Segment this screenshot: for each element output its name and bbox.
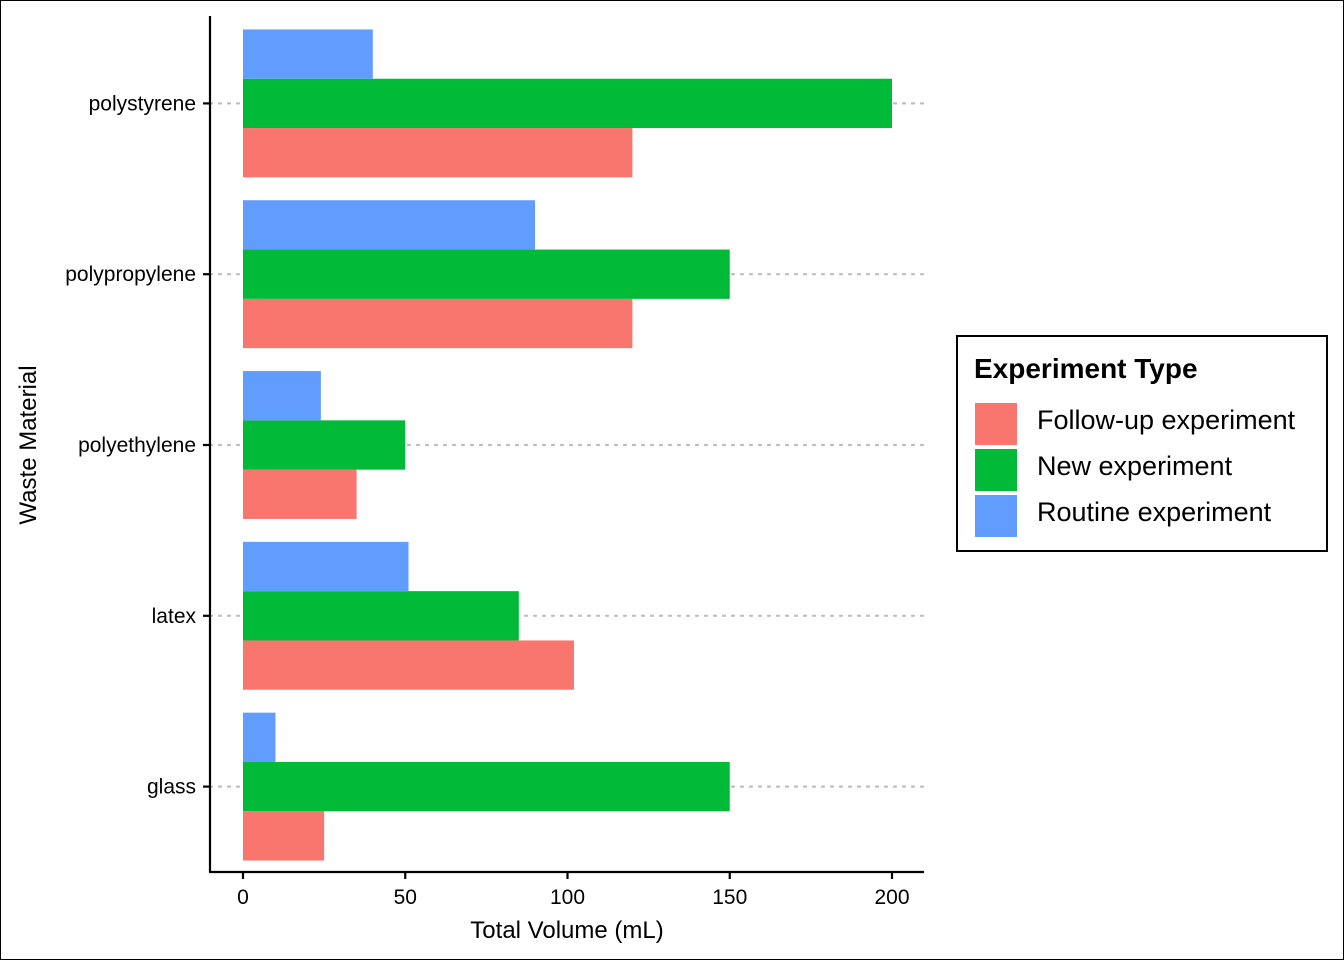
bar-latex-routine-experiment bbox=[243, 541, 409, 592]
bar-polypropylene-follow-up-experiment bbox=[243, 298, 633, 349]
bar-polyethylene-routine-experiment bbox=[243, 371, 321, 421]
y-tick-label-glass: glass bbox=[147, 776, 196, 799]
bar-glass-routine-experiment bbox=[243, 712, 276, 762]
legend-swatch-new bbox=[975, 449, 1017, 491]
bar-glass-follow-up-experiment bbox=[243, 811, 325, 861]
legend-label-routine: Routine experiment bbox=[1037, 497, 1272, 527]
bar-polystyrene-new-experiment bbox=[243, 78, 892, 129]
y-tick-label-latex: latex bbox=[152, 605, 197, 628]
y-tick-label-polyethylene: polyethylene bbox=[78, 434, 196, 457]
x-tick-label-200: 200 bbox=[874, 886, 909, 909]
legend-swatch-follow-up bbox=[975, 403, 1017, 445]
x-axis-title: Total Volume (mL) bbox=[470, 917, 663, 944]
bar-latex-new-experiment bbox=[243, 591, 519, 641]
y-tick-label-polypropylene: polypropylene bbox=[65, 263, 196, 286]
y-tick-label-polystyrene: polystyrene bbox=[89, 92, 196, 115]
bar-polystyrene-follow-up-experiment bbox=[243, 128, 633, 178]
legend-label-new: New experiment bbox=[1037, 451, 1233, 481]
x-tick-label-0: 0 bbox=[237, 886, 249, 909]
legend-title: Experiment Type bbox=[974, 353, 1198, 384]
bar-glass-new-experiment bbox=[243, 761, 730, 812]
bar-latex-follow-up-experiment bbox=[243, 640, 574, 690]
x-tick-label-50: 50 bbox=[394, 886, 417, 909]
bar-polypropylene-routine-experiment bbox=[243, 200, 536, 250]
y-axis-title: Waste Material bbox=[15, 365, 42, 524]
x-tick-label-150: 150 bbox=[712, 886, 747, 909]
legend: Experiment Type Follow-up experiment New… bbox=[956, 335, 1328, 552]
bar-polyethylene-follow-up-experiment bbox=[243, 469, 357, 519]
legend-swatch-routine bbox=[975, 495, 1017, 537]
bar-polystyrene-routine-experiment bbox=[243, 29, 373, 79]
x-tick-label-100: 100 bbox=[550, 886, 585, 909]
bar-polyethylene-new-experiment bbox=[243, 420, 406, 470]
bar-polypropylene-new-experiment bbox=[243, 249, 730, 299]
legend-label-follow-up: Follow-up experiment bbox=[1037, 405, 1296, 435]
